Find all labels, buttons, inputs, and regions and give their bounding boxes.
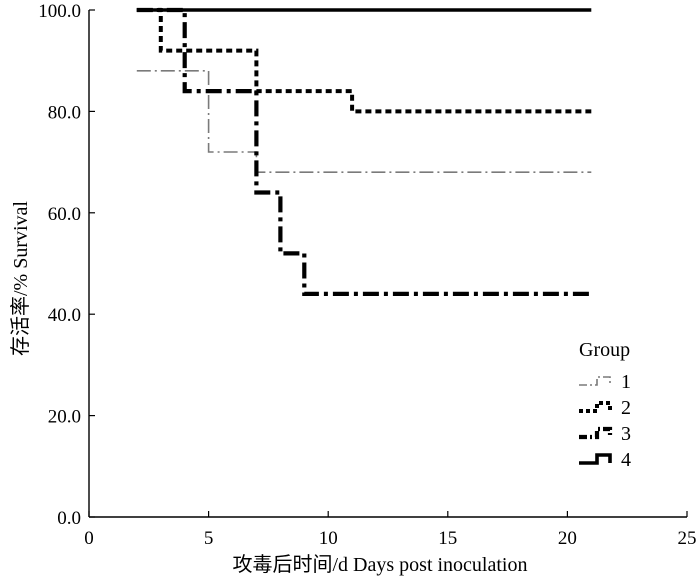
legend-swatch-4 [579,453,612,465]
legend-title: Group [579,339,630,361]
legend-label-3: 3 [621,423,631,445]
legend: Group 1 2 3 4 [579,339,631,471]
x-tick-label: 20 [558,528,577,549]
x-axis-title: 攻毒后时间/d Days post inoculation [233,553,528,576]
series-line-3 [136,7,592,296]
x-tick-label: 0 [84,528,94,549]
series-line-1 [136,70,592,173]
legend-swatch-3 [579,426,613,440]
series-line-2 [136,8,592,114]
y-tick-label: 20.0 [48,407,81,428]
legend-swatch-2 [579,401,612,413]
y-tick-label: 100.0 [38,1,81,22]
legend-label-2: 2 [621,397,631,419]
legend-swatch-1 [579,376,611,386]
y-tick-label: 40.0 [48,305,81,326]
y-tick-label: 60.0 [48,204,81,225]
x-tick-label: 5 [204,528,214,549]
legend-label-4: 4 [621,449,631,471]
x-tick-label: 15 [438,528,457,549]
y-axis-title: 存活率/% Survival [9,201,32,356]
series-lines [136,7,592,296]
x-tick-label: 25 [678,528,697,549]
y-tick-label: 80.0 [48,102,81,123]
axes: 0 5 10 15 20 25 0.0 20.0 40.0 60.0 80.0 100.0 [38,1,696,549]
legend-label-1: 1 [621,371,631,393]
y-tick-label: 0.0 [57,508,81,529]
x-tick-label: 10 [319,528,338,549]
